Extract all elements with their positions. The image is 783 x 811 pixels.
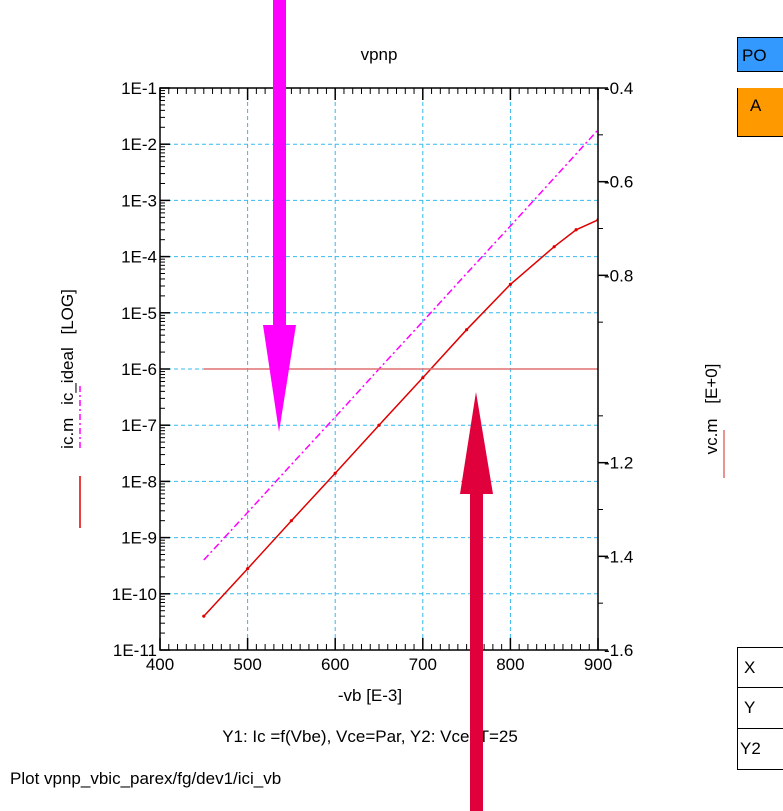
series-point [552, 245, 556, 249]
panel-box-po-label: PO [742, 46, 767, 65]
series-point [289, 519, 293, 523]
y-left-tick-label: 1E-2 [121, 135, 157, 154]
x-tick-label: 700 [409, 655, 437, 674]
x-tick-label: 400 [146, 655, 174, 674]
y-left-axis-label: ic.m ic_ideal [LOG] [58, 289, 77, 449]
series-point [574, 228, 578, 232]
panel-box-a-label: A [750, 96, 762, 115]
x-axis-label: -vb [E-3] [338, 686, 402, 705]
crimson-arrow-head [460, 392, 493, 494]
chart-footer: Plot vpnp_vbic_parex/fg/dev1/ici_vb [10, 769, 281, 788]
y-right-tick-label: -0.4 [604, 79, 633, 98]
y-left-tick-label: 1E-10 [112, 585, 157, 604]
annotation-arrows [263, 0, 493, 811]
y-right-tick-label: -1.6 [604, 641, 633, 660]
x-tick-label: 600 [321, 655, 349, 674]
panel-box-po[interactable]: PO [737, 37, 783, 72]
table-row-x: X [737, 647, 783, 688]
series-ic-ideal [203, 129, 598, 561]
y-right-tick-label: -0.8 [604, 266, 633, 285]
y-left-tick-labels: 1E-11 1E-10 1E-9 1E-8 1E-7 1E-6 1E-5 1E-4 1E-3 1E… [112, 79, 157, 660]
table-row-y2-label: Y2 [740, 739, 761, 758]
chart-title: vpnp [361, 45, 398, 64]
table-row-y: Y [737, 688, 783, 729]
x-tick-label: 900 [584, 655, 612, 674]
svg-text:ic.m ic_ideal [LOG: ic.m ic_ideal [LOG] [58, 289, 77, 449]
y-left-tick-label: 1E-7 [121, 416, 157, 435]
y-right-tick-label: -1.4 [604, 547, 633, 566]
y-right-tick-label: -0.6 [604, 173, 633, 192]
crimson-arrow-shaft [470, 492, 483, 811]
y-left-tick-label: 1E-1 [121, 79, 157, 98]
y-left-tick-label: 1E-6 [121, 360, 157, 379]
y-left-tick-label: 1E-8 [121, 472, 157, 491]
y-right-axis-label: vc.m [E+0] [702, 364, 721, 455]
table-row-y-label: Y [744, 698, 756, 717]
y-right-tick-label: -1.2 [604, 454, 633, 473]
y-left-tick-label: 1E-5 [121, 304, 157, 323]
y-left-tick-label: 1E-3 [121, 191, 157, 210]
y-left-label-icm: ic.m [58, 418, 77, 449]
magenta-arrow-shaft [273, 0, 286, 330]
series-point [508, 282, 512, 287]
svg-text:vc.m [E+0]: vc.m [E+0] [702, 364, 721, 455]
table-row-y2: Y2 [737, 729, 783, 770]
chart-caption: Y1: Ic =f(Vbe), Vce=Par, Y2: Vce, T=25 [222, 727, 518, 746]
y-left-label-icideal: ic_ideal [58, 347, 77, 405]
y-left-tick-label: 1E-4 [121, 248, 157, 267]
tick-marks [159, 87, 608, 651]
y-right-label-unit: [E+0] [702, 364, 721, 404]
series-ic-m [203, 219, 598, 617]
series-point [465, 328, 469, 332]
y-right-tick-labels: -1.6 -1.4 -1.2 -0.8 -0.6 -0.4 [604, 79, 633, 660]
series-point [333, 471, 337, 475]
y-right-label-vcm: vc.m [702, 419, 721, 455]
series-point [377, 423, 381, 427]
x-tick-label: 500 [233, 655, 261, 674]
series-layer [202, 129, 598, 618]
panel-box-a[interactable]: A [737, 88, 783, 137]
x-tick-label: 800 [496, 655, 524, 674]
series-point [202, 614, 206, 618]
series-point [246, 567, 250, 571]
y-left-tick-label: 1E-11 [113, 641, 157, 660]
series-point [421, 376, 425, 380]
y-left-tick-label: 1E-9 [121, 529, 157, 548]
y-left-label-log: [LOG] [58, 289, 77, 334]
magenta-arrow-head [263, 325, 296, 432]
x-tick-labels: 400 500 600 700 800 900 [146, 655, 612, 674]
table-row-x-label: X [744, 658, 756, 677]
